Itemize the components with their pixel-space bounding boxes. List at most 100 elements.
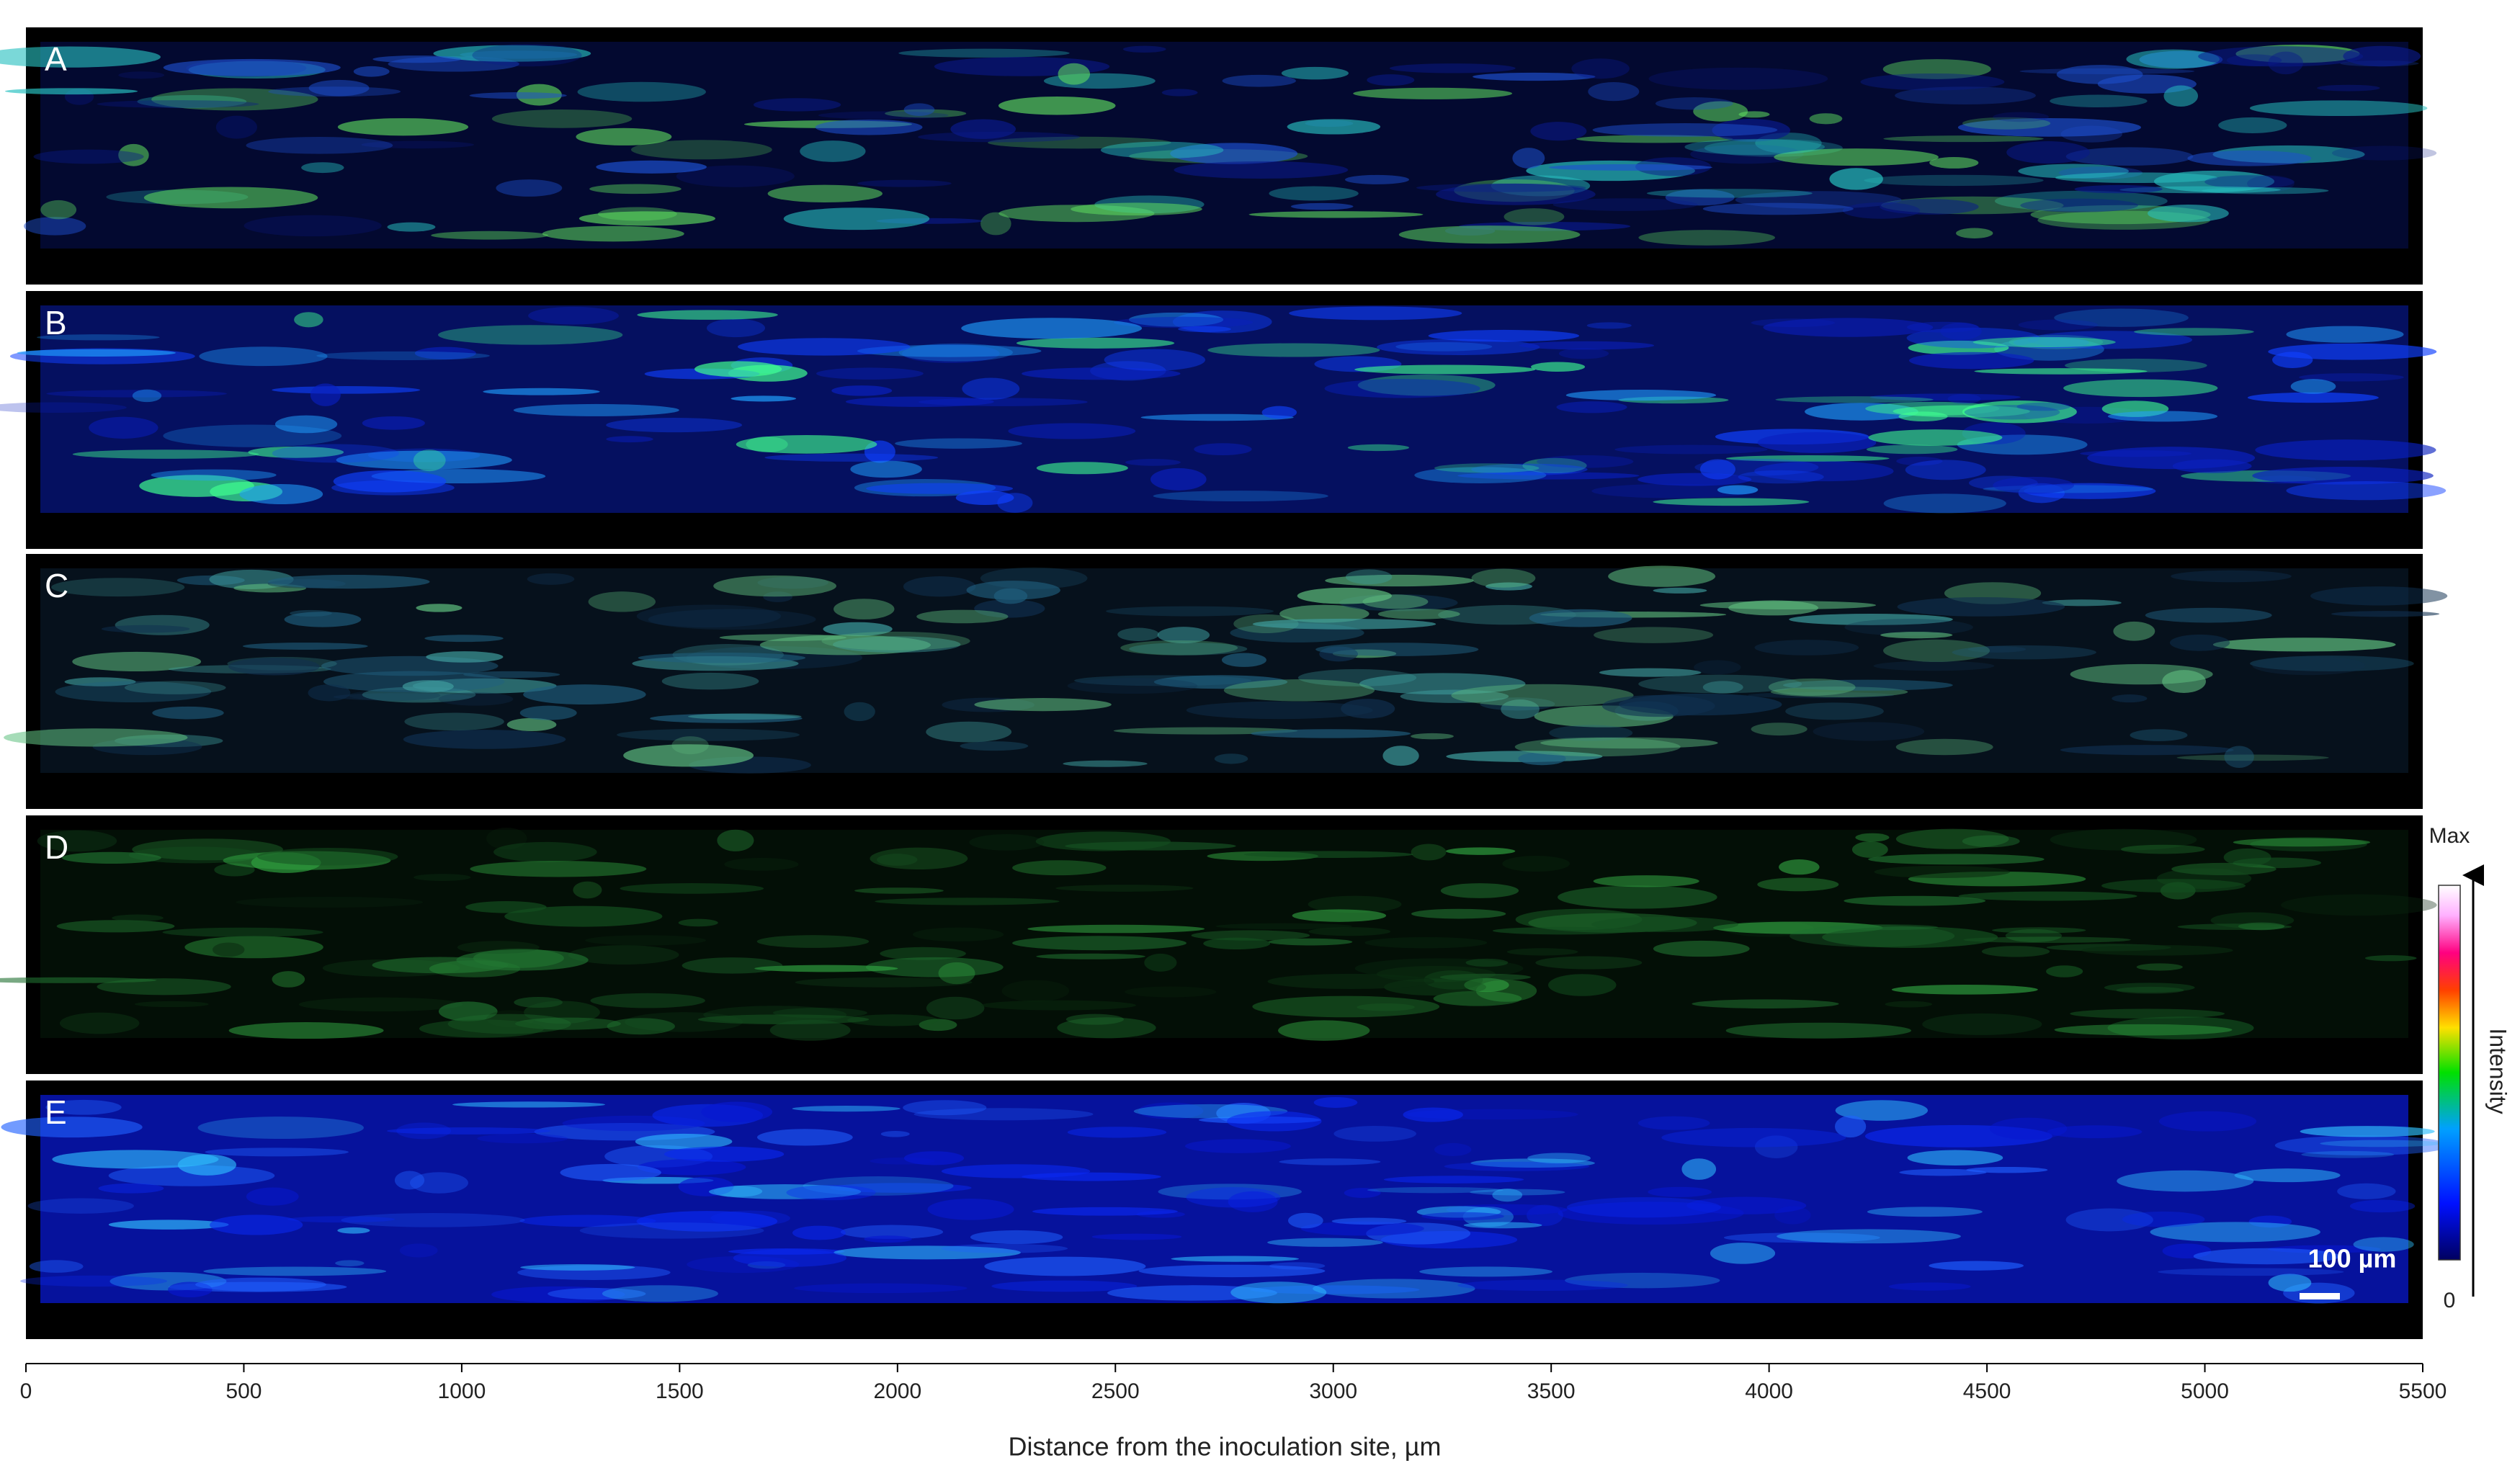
tissue-streak xyxy=(1464,977,1509,993)
tissue-streak xyxy=(1686,1196,1807,1214)
tissue-streak xyxy=(1297,587,1393,604)
tissue-streak xyxy=(596,160,707,174)
tissue-streak xyxy=(620,883,764,894)
tissue-streak xyxy=(2210,912,2295,929)
tissue-streak xyxy=(33,149,144,164)
tissue-streak xyxy=(1230,1281,1327,1304)
tissue-streak xyxy=(504,905,663,927)
tissue-streak xyxy=(2054,1024,2233,1036)
tissue-streak xyxy=(738,338,911,356)
tissue-streak xyxy=(335,1260,365,1266)
tissue-streak xyxy=(1065,1014,1124,1025)
tissue-streak xyxy=(1203,937,1271,949)
tissue-streak xyxy=(2145,607,2272,623)
x-tick-label: 5500 xyxy=(2399,1379,2447,1403)
tissue-streak xyxy=(1522,457,1587,474)
tissue-streak xyxy=(431,231,549,240)
tissue-streak xyxy=(1868,429,2003,446)
tissue-streak xyxy=(212,942,245,957)
tissue-streak xyxy=(1451,684,1634,707)
tissue-streak xyxy=(1805,403,1918,421)
tissue-streak xyxy=(2234,1168,2341,1183)
tissue-streak xyxy=(974,698,1112,712)
tissue-streak xyxy=(2169,634,2230,651)
tissue-streak xyxy=(1022,367,1181,380)
tissue-streak xyxy=(821,631,970,650)
tissue-streak xyxy=(818,111,949,120)
tissue-streak xyxy=(199,346,328,367)
tissue-streak xyxy=(308,79,370,97)
tissue-streak xyxy=(2158,1268,2344,1276)
tissue-streak xyxy=(1512,148,1545,169)
tissue-streak xyxy=(523,684,646,705)
tissue-streak xyxy=(1414,467,1547,484)
tissue-streak xyxy=(134,1001,209,1008)
tissue-streak xyxy=(919,1019,957,1032)
tissue-streak xyxy=(635,1133,733,1150)
tissue-streak xyxy=(1333,1125,1416,1142)
tissue-streak xyxy=(1032,1207,1178,1216)
tissue-streak xyxy=(1774,148,1939,166)
tissue-streak xyxy=(2300,1126,2435,1137)
tissue-streak xyxy=(1398,225,1581,244)
tissue-streak xyxy=(1457,472,1640,480)
tissue-streak xyxy=(1873,661,1995,671)
tissue-streak xyxy=(387,1127,551,1135)
tissue-streak xyxy=(394,1171,425,1190)
tissue-streak xyxy=(678,918,718,927)
tissue-streak xyxy=(1531,362,1586,372)
tissue-streak xyxy=(27,1198,134,1214)
x-tick-label: 3000 xyxy=(1309,1379,1357,1403)
tissue-streak xyxy=(143,187,318,209)
tissue-streak xyxy=(1748,692,1895,699)
tissue-streak xyxy=(333,693,473,701)
tissue-streak xyxy=(1503,208,1565,225)
scale-bar xyxy=(2300,1293,2340,1299)
tissue-streak xyxy=(590,993,705,1008)
tissue-streak xyxy=(1774,1206,1811,1225)
tissue-streak xyxy=(2310,586,2448,606)
tissue-streak xyxy=(1403,1107,1463,1122)
tissue-streak xyxy=(228,1022,384,1039)
tissue-streak xyxy=(1591,483,1757,498)
tissue-streak xyxy=(118,143,149,166)
tissue-streak xyxy=(548,1288,646,1300)
tissue-streak xyxy=(1214,753,1248,764)
tissue-streak xyxy=(2065,147,2194,166)
tissue-streak xyxy=(969,834,1045,851)
tissue-streak xyxy=(844,702,875,722)
tissue-streak xyxy=(1008,423,1136,439)
tissue-streak xyxy=(1834,1115,1867,1138)
tissue-streak xyxy=(2055,172,2218,184)
tissue-streak xyxy=(1128,312,1224,327)
tissue-streak xyxy=(903,1151,965,1165)
tissue-streak xyxy=(1287,119,1381,135)
tissue-streak xyxy=(663,1146,785,1162)
tissue-streak xyxy=(1191,930,1310,941)
tissue-streak xyxy=(1728,600,1819,616)
tissue-streak xyxy=(1789,613,1953,625)
tissue-streak xyxy=(1592,123,1778,137)
tissue-streak xyxy=(1929,156,1979,169)
tissue-streak xyxy=(1261,406,1297,419)
tissue-streak xyxy=(463,671,560,679)
tissue-streak xyxy=(1485,582,1532,591)
tissue-streak xyxy=(1519,341,1655,350)
tissue-streak xyxy=(636,1211,778,1232)
tissue-streak xyxy=(0,977,157,983)
tissue-streak xyxy=(617,728,800,741)
tissue-streak xyxy=(1279,604,1370,623)
tissue-streak xyxy=(272,444,399,463)
tissue-streak xyxy=(1908,352,2034,370)
tissue-streak xyxy=(2074,184,2163,194)
tissue-streak xyxy=(974,599,1045,618)
tissue-streak xyxy=(1952,645,2096,660)
tissue-streak xyxy=(2250,656,2414,671)
tissue-streak xyxy=(926,721,1012,743)
tissue-streak xyxy=(1717,485,1759,495)
tissue-streak xyxy=(576,127,672,146)
tissue-streak xyxy=(1248,211,1424,218)
tissue-streak xyxy=(1782,679,1953,691)
tissue-streak xyxy=(2005,929,2063,942)
tissue-streak xyxy=(1268,938,1353,946)
